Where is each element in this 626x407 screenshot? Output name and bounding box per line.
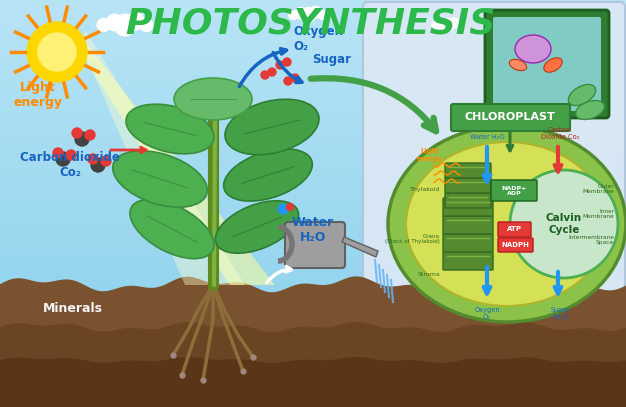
Circle shape bbox=[437, 19, 446, 28]
Ellipse shape bbox=[174, 78, 252, 120]
Ellipse shape bbox=[113, 151, 207, 207]
Circle shape bbox=[300, 8, 316, 22]
Ellipse shape bbox=[215, 201, 299, 253]
Circle shape bbox=[114, 14, 136, 36]
FancyBboxPatch shape bbox=[445, 193, 491, 208]
Circle shape bbox=[261, 71, 269, 79]
FancyBboxPatch shape bbox=[485, 10, 609, 118]
FancyBboxPatch shape bbox=[493, 17, 601, 111]
Text: ATP: ATP bbox=[506, 226, 521, 232]
Circle shape bbox=[309, 7, 321, 18]
FancyBboxPatch shape bbox=[445, 178, 491, 193]
Text: Water H₂O: Water H₂O bbox=[470, 134, 505, 140]
Ellipse shape bbox=[515, 35, 551, 63]
Circle shape bbox=[449, 18, 459, 28]
Text: Light
energy: Light energy bbox=[14, 81, 63, 109]
Circle shape bbox=[140, 19, 153, 31]
Ellipse shape bbox=[225, 99, 319, 155]
Text: NADP+
ADP: NADP+ ADP bbox=[501, 186, 526, 197]
Circle shape bbox=[547, 17, 554, 24]
Circle shape bbox=[284, 77, 292, 85]
Ellipse shape bbox=[510, 59, 526, 71]
Text: Oxygen
O₂: Oxygen O₂ bbox=[474, 307, 500, 320]
Circle shape bbox=[97, 19, 110, 31]
Circle shape bbox=[27, 22, 87, 82]
Circle shape bbox=[557, 14, 568, 26]
Text: Intermembrane
Space: Intermembrane Space bbox=[568, 234, 614, 245]
Circle shape bbox=[291, 74, 299, 82]
FancyBboxPatch shape bbox=[443, 198, 493, 216]
Text: Outer
Membrane: Outer Membrane bbox=[582, 184, 614, 195]
Circle shape bbox=[127, 13, 144, 30]
Text: Inner
Membrane: Inner Membrane bbox=[582, 209, 614, 219]
Circle shape bbox=[295, 244, 305, 254]
Text: Stroma: Stroma bbox=[418, 273, 440, 278]
Ellipse shape bbox=[544, 58, 562, 72]
Circle shape bbox=[72, 128, 82, 138]
Circle shape bbox=[53, 148, 63, 158]
FancyBboxPatch shape bbox=[363, 2, 625, 384]
FancyBboxPatch shape bbox=[285, 222, 345, 268]
Circle shape bbox=[288, 224, 298, 234]
Circle shape bbox=[278, 204, 288, 214]
Circle shape bbox=[66, 150, 76, 160]
Text: Calvin
Cycle: Calvin Cycle bbox=[546, 213, 582, 235]
Circle shape bbox=[563, 13, 572, 23]
Ellipse shape bbox=[568, 85, 596, 105]
Circle shape bbox=[85, 130, 95, 140]
Ellipse shape bbox=[126, 104, 214, 154]
Polygon shape bbox=[79, 34, 275, 285]
FancyBboxPatch shape bbox=[498, 238, 533, 252]
Circle shape bbox=[570, 17, 577, 24]
FancyBboxPatch shape bbox=[443, 234, 493, 252]
Ellipse shape bbox=[388, 126, 626, 322]
Text: Carbon dioxide
Co₂: Carbon dioxide Co₂ bbox=[20, 151, 120, 179]
Ellipse shape bbox=[223, 149, 312, 201]
Text: Sugar
CH₂O: Sugar CH₂O bbox=[550, 307, 570, 320]
Text: Light
energy: Light energy bbox=[417, 149, 443, 162]
Text: Minerals: Minerals bbox=[43, 302, 103, 315]
Circle shape bbox=[442, 19, 454, 31]
Circle shape bbox=[297, 223, 304, 230]
Circle shape bbox=[456, 21, 464, 29]
Ellipse shape bbox=[130, 199, 214, 258]
Text: CHLOROPLAST: CHLOROPLAST bbox=[464, 112, 555, 122]
Circle shape bbox=[432, 21, 439, 29]
Circle shape bbox=[91, 158, 105, 172]
Text: Carbon
Dioxide Co₂: Carbon Dioxide Co₂ bbox=[541, 127, 579, 140]
Circle shape bbox=[510, 170, 618, 278]
Circle shape bbox=[276, 61, 284, 69]
Circle shape bbox=[268, 68, 276, 76]
Circle shape bbox=[287, 204, 294, 210]
Circle shape bbox=[283, 58, 291, 66]
Circle shape bbox=[56, 152, 70, 166]
Polygon shape bbox=[82, 30, 245, 285]
Text: NADPH: NADPH bbox=[501, 242, 529, 248]
Text: Grana
(Stack of Thylakoid): Grana (Stack of Thylakoid) bbox=[385, 234, 440, 244]
Circle shape bbox=[304, 243, 310, 250]
FancyBboxPatch shape bbox=[443, 216, 493, 234]
Ellipse shape bbox=[576, 101, 604, 120]
Circle shape bbox=[88, 154, 98, 164]
Circle shape bbox=[38, 33, 76, 71]
Polygon shape bbox=[342, 237, 378, 257]
Text: PHOTOSYNTHESIS: PHOTOSYNTHESIS bbox=[125, 7, 495, 41]
Circle shape bbox=[289, 11, 298, 20]
Text: Water
H₂O: Water H₂O bbox=[292, 216, 334, 244]
Circle shape bbox=[106, 14, 123, 31]
Ellipse shape bbox=[406, 142, 608, 306]
FancyBboxPatch shape bbox=[445, 163, 491, 178]
Circle shape bbox=[101, 156, 111, 166]
FancyBboxPatch shape bbox=[451, 104, 570, 131]
Circle shape bbox=[552, 14, 561, 23]
Circle shape bbox=[318, 11, 327, 20]
Circle shape bbox=[295, 8, 306, 19]
Text: Oxygen
O₂: Oxygen O₂ bbox=[293, 25, 343, 53]
FancyBboxPatch shape bbox=[443, 252, 493, 270]
Text: Sugar: Sugar bbox=[312, 53, 351, 66]
FancyBboxPatch shape bbox=[491, 180, 537, 201]
Text: Thylakoid: Thylakoid bbox=[409, 186, 440, 192]
FancyBboxPatch shape bbox=[498, 222, 531, 237]
Circle shape bbox=[75, 132, 89, 146]
